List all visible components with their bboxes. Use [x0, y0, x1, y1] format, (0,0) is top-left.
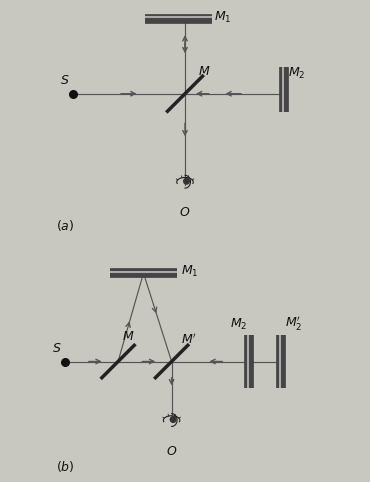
Text: $M'$: $M'$: [181, 332, 197, 347]
Text: $M_2$: $M_2$: [230, 317, 247, 332]
Text: $M_2'$: $M_2'$: [285, 314, 303, 332]
Text: $S$: $S$: [60, 74, 69, 87]
Text: $O$: $O$: [179, 206, 191, 219]
Text: $(a)$: $(a)$: [57, 218, 75, 233]
Text: $M_2$: $M_2$: [288, 66, 306, 80]
Text: $O$: $O$: [166, 444, 177, 457]
Text: $M_1$: $M_1$: [215, 10, 232, 25]
Text: $M$: $M$: [122, 330, 135, 343]
Text: $M_1$: $M_1$: [181, 264, 198, 280]
Text: $(b)$: $(b)$: [57, 459, 75, 474]
Text: $M$: $M$: [198, 65, 211, 78]
Circle shape: [170, 416, 176, 422]
Text: $S$: $S$: [52, 342, 61, 355]
Circle shape: [184, 178, 189, 184]
